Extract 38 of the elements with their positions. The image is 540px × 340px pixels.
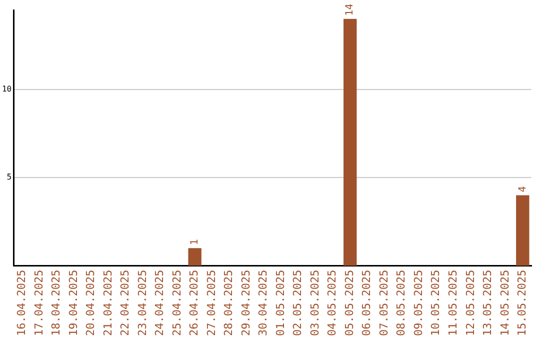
x-tick-label: 07.05.2025 <box>377 270 390 336</box>
x-tick-label: 20.04.2025 <box>84 270 98 336</box>
data-label: 4 <box>517 186 528 192</box>
y-tick-label: 5 <box>6 172 12 182</box>
x-tick-label: 09.05.2025 <box>412 270 425 336</box>
x-tick-label: 17.04.2025 <box>32 270 46 336</box>
bar <box>188 248 202 266</box>
x-tick-label: 25.04.2025 <box>170 270 184 336</box>
x-tick-label: 15.05.2025 <box>516 270 529 336</box>
x-tick-label: 29.04.2025 <box>239 270 252 336</box>
bar <box>516 195 530 266</box>
x-tick-label: 23.04.2025 <box>136 270 149 336</box>
x-tick-label: 08.05.2025 <box>394 270 408 336</box>
x-tick-label: 03.05.2025 <box>308 270 322 336</box>
x-tick-label: 14.05.2025 <box>498 270 512 336</box>
x-tick-label: 30.04.2025 <box>256 270 270 336</box>
x-tick-label: 01.05.2025 <box>274 270 287 336</box>
x-tick-label: 10.05.2025 <box>429 270 442 336</box>
x-tick-label: 16.04.2025 <box>15 270 28 336</box>
x-tick-label: 02.05.2025 <box>291 270 304 336</box>
data-label: 14 <box>344 4 356 16</box>
x-tick-label: 12.05.2025 <box>464 270 477 336</box>
x-tick-label: 28.04.2025 <box>222 270 236 336</box>
x-tick-label: 21.04.2025 <box>101 270 114 336</box>
x-tick-label: 06.05.2025 <box>360 270 374 336</box>
x-tick-label: 05.05.2025 <box>342 270 356 336</box>
data-label: 1 <box>189 239 200 246</box>
x-tick-label: 19.04.2025 <box>66 270 80 336</box>
x-tick-label: 13.05.2025 <box>481 270 494 336</box>
x-tick-label: 22.04.2025 <box>118 270 132 336</box>
x-tick-label: 04.05.2025 <box>326 270 339 336</box>
bar <box>344 18 357 266</box>
x-tick-label: 26.04.2025 <box>188 270 201 336</box>
x-tick-label: 27.04.2025 <box>204 270 218 336</box>
x-tick-label: 24.04.2025 <box>153 270 166 336</box>
x-tick-label: 18.04.2025 <box>50 270 63 336</box>
y-tick-label: 10 <box>2 84 12 94</box>
x-tick-label: 11.05.2025 <box>446 270 460 336</box>
